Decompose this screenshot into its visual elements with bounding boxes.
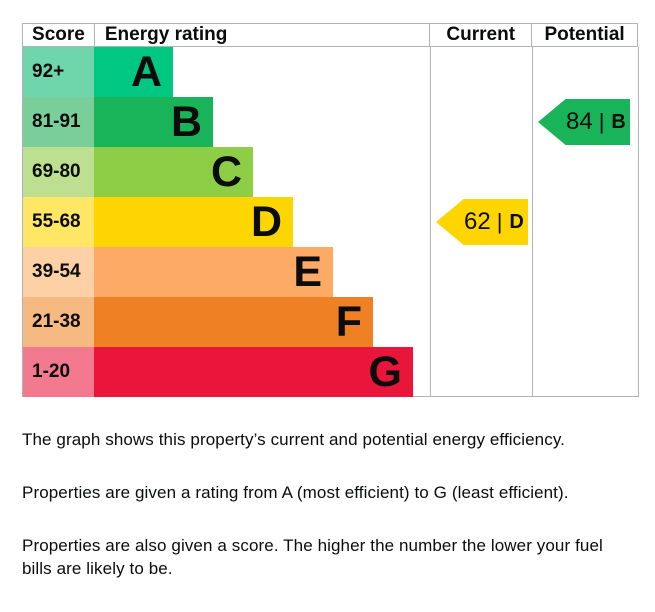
band-row-f: 21-38 F <box>23 297 638 347</box>
chart-body: 92+ A 81-91 B 69-80 C 55-68 D 39-54 E 21… <box>22 47 639 397</box>
current-score: 62 <box>464 208 491 235</box>
score-range-c: 69-80 <box>23 147 94 197</box>
score-range-b: 81-91 <box>23 97 94 147</box>
potential-score: 84 <box>566 108 593 135</box>
score-band-separator: | <box>598 109 605 134</box>
description-line-2: Properties are given a rating from A (mo… <box>22 483 569 502</box>
epc-chart: Score Energy rating Current Potential 92… <box>22 23 639 397</box>
band-row-a: 92+ A <box>23 47 638 97</box>
current-band-letter: D <box>509 210 524 233</box>
band-bar-e: E <box>94 247 333 297</box>
band-row-b: 81-91 B <box>23 97 638 147</box>
chart-description: The graph shows this property’s current … <box>22 428 622 610</box>
band-bar-b: B <box>94 97 213 147</box>
band-bar-c: C <box>94 147 253 197</box>
score-range-a: 92+ <box>23 47 94 97</box>
potential-column: 84 | B <box>532 47 639 397</box>
score-range-g: 1-20 <box>23 347 94 397</box>
potential-band-letter: B <box>611 110 626 133</box>
potential-rating-arrow: 84 | B <box>538 99 630 145</box>
score-range-e: 39-54 <box>23 247 94 297</box>
band-bar-g: G <box>94 347 413 397</box>
current-column: 62 | D <box>430 47 532 397</box>
current-rating-arrow: 62 | D <box>436 199 528 245</box>
header-potential: Potential <box>531 24 637 46</box>
header-current: Current <box>429 24 531 46</box>
description-line-3: Properties are also given a score. The h… <box>22 536 603 578</box>
score-band-separator: | <box>496 209 503 234</box>
chart-header-row: Score Energy rating Current Potential <box>22 23 638 47</box>
header-energy-rating: Energy rating <box>93 24 429 46</box>
band-bar-a: A <box>94 47 173 97</box>
description-line-1: The graph shows this property’s current … <box>22 430 565 449</box>
score-range-d: 55-68 <box>23 197 94 247</box>
band-row-d: 55-68 D <box>23 197 638 247</box>
band-row-c: 69-80 C <box>23 147 638 197</box>
header-score: Score <box>32 24 85 45</box>
score-range-f: 21-38 <box>23 297 94 347</box>
band-bar-d: D <box>94 197 293 247</box>
band-row-e: 39-54 E <box>23 247 638 297</box>
band-bar-f: F <box>94 297 373 347</box>
band-row-g: 1-20 G <box>23 347 638 397</box>
